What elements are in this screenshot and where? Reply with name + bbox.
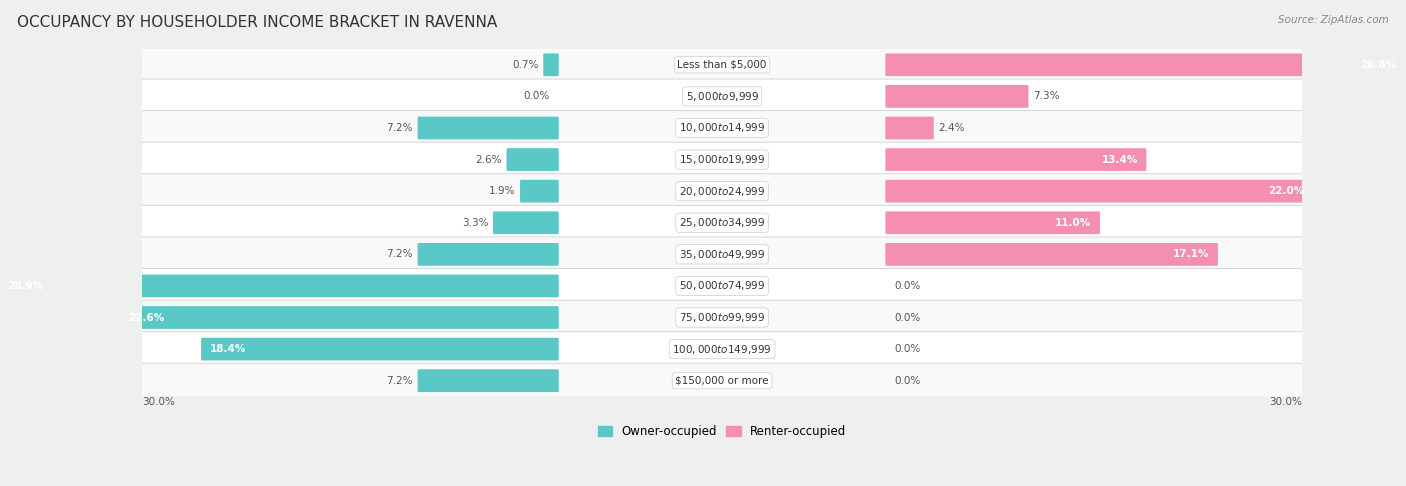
Text: 2.4%: 2.4% xyxy=(939,123,965,133)
FancyBboxPatch shape xyxy=(886,180,1313,203)
FancyBboxPatch shape xyxy=(139,300,1305,335)
FancyBboxPatch shape xyxy=(139,206,1305,240)
FancyBboxPatch shape xyxy=(139,364,1305,398)
Text: $25,000 to $34,999: $25,000 to $34,999 xyxy=(679,216,765,229)
FancyBboxPatch shape xyxy=(886,85,1028,108)
FancyBboxPatch shape xyxy=(139,237,1305,272)
FancyBboxPatch shape xyxy=(886,53,1406,76)
Text: 2.6%: 2.6% xyxy=(475,155,502,165)
Text: 28.9%: 28.9% xyxy=(7,281,44,291)
Text: $75,000 to $99,999: $75,000 to $99,999 xyxy=(679,311,765,324)
FancyBboxPatch shape xyxy=(139,79,1305,114)
Legend: Owner-occupied, Renter-occupied: Owner-occupied, Renter-occupied xyxy=(593,420,851,443)
Text: $150,000 or more: $150,000 or more xyxy=(675,376,769,386)
Text: 3.3%: 3.3% xyxy=(461,218,488,228)
Text: 22.6%: 22.6% xyxy=(128,312,165,323)
Text: 13.4%: 13.4% xyxy=(1101,155,1137,165)
Text: 11.0%: 11.0% xyxy=(1054,218,1091,228)
FancyBboxPatch shape xyxy=(120,306,558,329)
FancyBboxPatch shape xyxy=(139,111,1305,145)
FancyBboxPatch shape xyxy=(418,243,558,266)
Text: Source: ZipAtlas.com: Source: ZipAtlas.com xyxy=(1278,15,1389,25)
Text: 0.0%: 0.0% xyxy=(894,312,921,323)
Text: 0.0%: 0.0% xyxy=(894,281,921,291)
FancyBboxPatch shape xyxy=(543,53,558,76)
FancyBboxPatch shape xyxy=(139,332,1305,366)
Text: $5,000 to $9,999: $5,000 to $9,999 xyxy=(686,90,759,103)
Text: Less than $5,000: Less than $5,000 xyxy=(678,60,766,70)
Text: $35,000 to $49,999: $35,000 to $49,999 xyxy=(679,248,765,261)
Text: 30.0%: 30.0% xyxy=(1270,397,1302,407)
FancyBboxPatch shape xyxy=(886,117,934,139)
Text: 18.4%: 18.4% xyxy=(209,344,246,354)
Text: 26.8%: 26.8% xyxy=(1361,60,1396,70)
Text: $10,000 to $14,999: $10,000 to $14,999 xyxy=(679,122,765,135)
Text: 7.2%: 7.2% xyxy=(387,249,413,260)
FancyBboxPatch shape xyxy=(0,275,558,297)
Text: 17.1%: 17.1% xyxy=(1173,249,1209,260)
FancyBboxPatch shape xyxy=(506,148,558,171)
FancyBboxPatch shape xyxy=(520,180,558,203)
FancyBboxPatch shape xyxy=(886,211,1099,234)
Text: 0.0%: 0.0% xyxy=(894,376,921,386)
Text: 7.2%: 7.2% xyxy=(387,376,413,386)
Text: $15,000 to $19,999: $15,000 to $19,999 xyxy=(679,153,765,166)
Text: 30.0%: 30.0% xyxy=(142,397,174,407)
Text: 7.3%: 7.3% xyxy=(1033,91,1060,102)
FancyBboxPatch shape xyxy=(139,269,1305,303)
Text: 22.0%: 22.0% xyxy=(1268,186,1303,196)
Text: 7.2%: 7.2% xyxy=(387,123,413,133)
Text: 0.0%: 0.0% xyxy=(524,91,550,102)
FancyBboxPatch shape xyxy=(886,148,1146,171)
FancyBboxPatch shape xyxy=(139,48,1305,82)
Text: 1.9%: 1.9% xyxy=(489,186,515,196)
FancyBboxPatch shape xyxy=(139,142,1305,177)
Text: $20,000 to $24,999: $20,000 to $24,999 xyxy=(679,185,765,198)
FancyBboxPatch shape xyxy=(494,211,558,234)
FancyBboxPatch shape xyxy=(201,338,558,361)
Text: $100,000 to $149,999: $100,000 to $149,999 xyxy=(672,343,772,356)
FancyBboxPatch shape xyxy=(418,117,558,139)
Text: 0.7%: 0.7% xyxy=(512,60,538,70)
FancyBboxPatch shape xyxy=(418,369,558,392)
Text: 0.0%: 0.0% xyxy=(894,344,921,354)
Text: $50,000 to $74,999: $50,000 to $74,999 xyxy=(679,279,765,293)
FancyBboxPatch shape xyxy=(139,174,1305,208)
Text: OCCUPANCY BY HOUSEHOLDER INCOME BRACKET IN RAVENNA: OCCUPANCY BY HOUSEHOLDER INCOME BRACKET … xyxy=(17,15,498,30)
FancyBboxPatch shape xyxy=(886,243,1218,266)
